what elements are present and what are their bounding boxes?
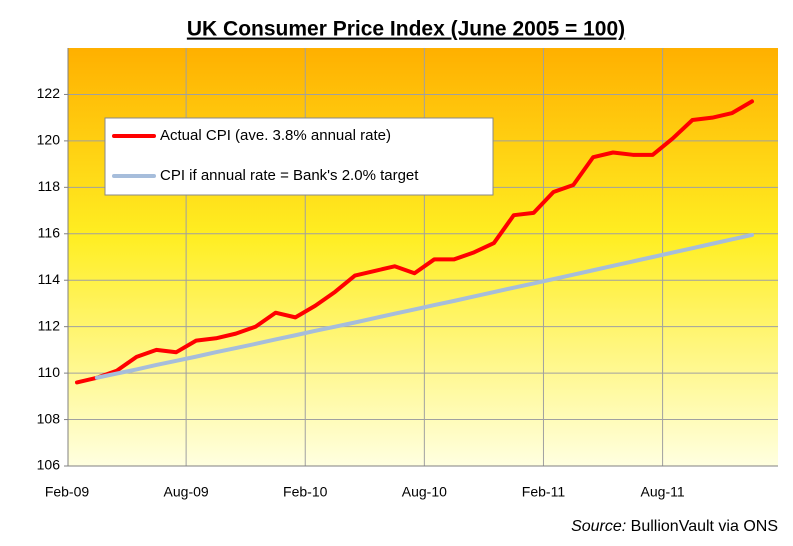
- series-line: [75, 99, 754, 385]
- source: Source: BullionVault via ONS: [571, 518, 778, 535]
- x-tick-label: Feb-11: [522, 484, 566, 500]
- source-label: Source:: [571, 518, 626, 535]
- y-tick-label: 114: [38, 271, 61, 287]
- x-tick-label: Aug-09: [164, 484, 209, 500]
- x-tick-label: Aug-10: [402, 484, 447, 500]
- chart-title: UK Consumer Price Index (June 2005 = 100…: [187, 18, 625, 41]
- x-tick-label: Feb-10: [283, 484, 328, 500]
- plot-area: [68, 48, 778, 466]
- legend-label: Actual CPI (ave. 3.8% annual rate): [160, 127, 391, 144]
- y-tick-label: 108: [37, 410, 61, 426]
- source-text: BullionVault via ONS: [631, 518, 778, 535]
- y-tick-label: 116: [38, 224, 61, 240]
- series-line: [94, 232, 754, 380]
- y-tick-label: 106: [37, 457, 61, 473]
- x-tick-label: Feb-09: [45, 484, 90, 500]
- y-tick-label: 110: [38, 364, 61, 380]
- y-tick-label: 112: [38, 317, 61, 333]
- x-tick-label: Aug-11: [641, 484, 685, 500]
- y-tick-label: 120: [37, 132, 61, 148]
- y-tick-label: 122: [37, 85, 61, 101]
- legend: [104, 117, 494, 196]
- legend-label: CPI if annual rate = Bank's 2.0% target: [160, 167, 419, 184]
- y-tick-label: 118: [38, 178, 61, 194]
